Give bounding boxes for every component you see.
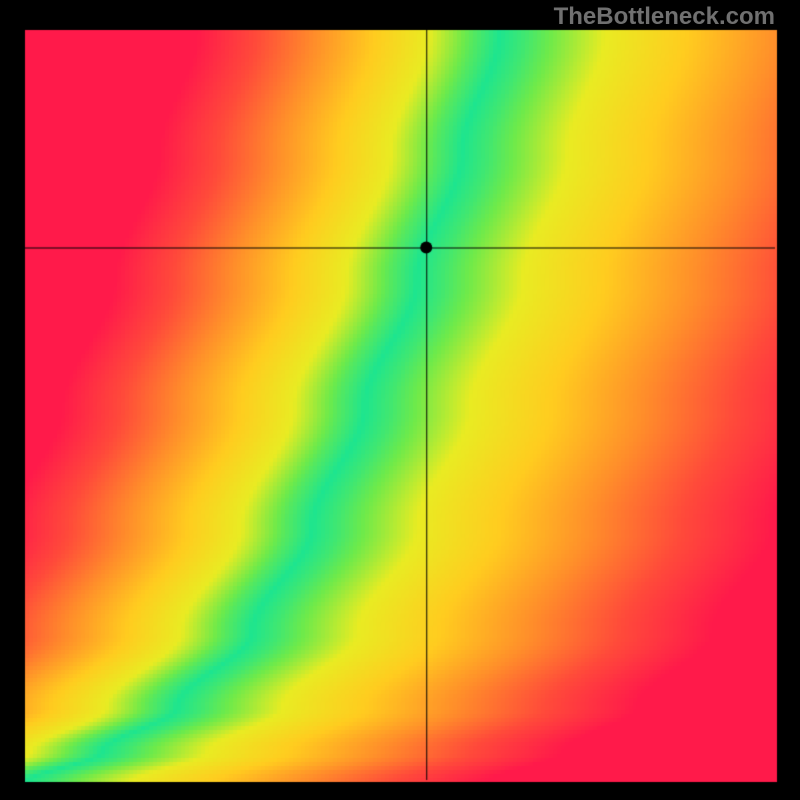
watermark-text: TheBottleneck.com — [554, 3, 775, 31]
bottleneck-heatmap — [0, 0, 800, 800]
